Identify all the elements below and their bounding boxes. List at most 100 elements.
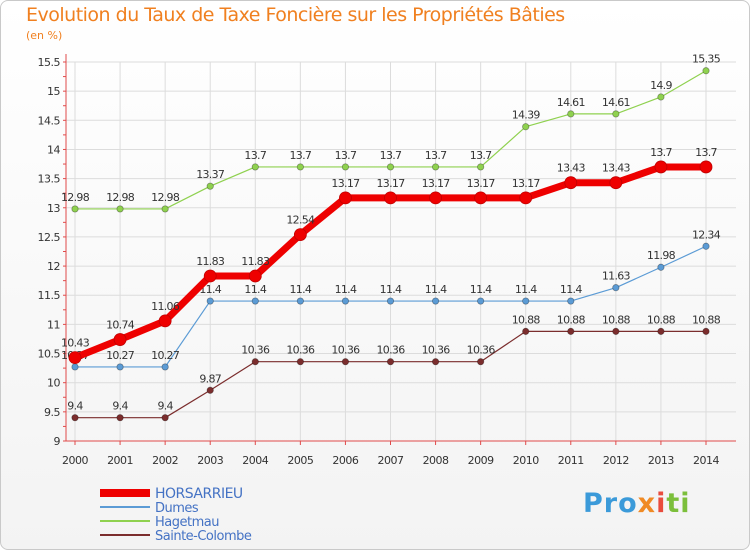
data-label-dumes: 11.98 [647, 249, 676, 262]
y-tick-label: 11 [47, 318, 60, 331]
data-label-dumes: 11.4 [425, 283, 447, 296]
x-tick-label: 2009 [468, 454, 494, 467]
data-label-hagetmau: 12.98 [106, 191, 135, 204]
data-point-sainte-colombe [477, 358, 485, 366]
data-label-hagetmau: 15.35 [692, 53, 721, 66]
data-point-horsarrieu [654, 160, 668, 174]
x-tick-label: 2010 [513, 454, 539, 467]
data-point-sainte-colombe [206, 386, 214, 394]
data-point-hagetmau [206, 182, 214, 190]
data-label-sainte-colombe: 10.88 [557, 313, 586, 326]
data-label-sainte-colombe: 9.87 [199, 372, 221, 385]
data-point-hagetmau [522, 123, 530, 131]
data-label-sainte-colombe: 9.4 [112, 400, 128, 413]
logo-part-4: ti [666, 488, 691, 519]
data-point-horsarrieu [293, 228, 307, 241]
data-point-sainte-colombe [116, 414, 124, 422]
x-tick-label: 2013 [648, 454, 674, 467]
y-tick-label: 13 [47, 202, 60, 215]
data-point-sainte-colombe [431, 358, 440, 366]
data-label-sainte-colombe: 10.36 [377, 344, 406, 357]
data-point-sainte-colombe [71, 414, 79, 422]
data-label-horsarrieu: 13.7 [650, 146, 672, 159]
data-point-horsarrieu [158, 314, 172, 328]
data-point-hagetmau [296, 163, 304, 171]
data-point-dumes [431, 297, 440, 305]
logo-part-3: i [656, 488, 667, 519]
data-label-hagetmau: 14.61 [557, 96, 585, 109]
data-label-horsarrieu: 11.83 [241, 255, 270, 268]
data-label-dumes: 11.4 [290, 283, 312, 296]
legend-label-dumes: Dumes [155, 501, 199, 516]
data-point-sainte-colombe [567, 327, 575, 335]
data-label-hagetmau: 13.7 [244, 149, 266, 162]
data-label-horsarrieu: 13.7 [695, 146, 717, 159]
data-label-hagetmau: 14.61 [602, 96, 630, 109]
x-tick-label: 2006 [332, 454, 358, 467]
data-point-dumes [71, 363, 79, 371]
x-tick-label: 2008 [423, 454, 449, 467]
data-point-hagetmau [702, 67, 710, 75]
data-point-dumes [251, 297, 259, 305]
data-label-dumes: 11.4 [470, 283, 492, 296]
data-point-dumes [161, 363, 169, 371]
data-point-dumes [657, 263, 665, 271]
data-label-hagetmau: 13.7 [290, 149, 312, 162]
data-point-sainte-colombe [657, 327, 665, 335]
data-point-horsarrieu [68, 351, 82, 365]
data-label-hagetmau: 13.7 [380, 149, 402, 162]
data-point-horsarrieu [339, 191, 352, 205]
data-point-horsarrieu [429, 191, 442, 205]
y-tick-label: 14.5 [38, 114, 61, 127]
data-label-hagetmau: 14.39 [512, 109, 541, 122]
y-tick-label: 10 [47, 377, 60, 390]
x-tick-label: 2007 [378, 454, 404, 467]
data-label-horsarrieu: 13.17 [377, 177, 406, 190]
x-tick-label: 2002 [152, 454, 178, 467]
data-point-horsarrieu [113, 333, 127, 346]
data-label-dumes: 11.4 [335, 283, 357, 296]
data-label-hagetmau: 12.98 [61, 191, 90, 204]
legend-label-horsarrieu: HORSARRIEU [155, 486, 243, 502]
data-label-horsarrieu: 13.43 [602, 162, 631, 175]
data-label-hagetmau: 13.7 [470, 149, 492, 162]
data-label-dumes: 11.4 [515, 283, 537, 296]
legend-label-hagetmau: Hagetmau [155, 515, 219, 530]
x-tick-label: 2003 [197, 454, 223, 467]
data-point-dumes [206, 297, 214, 305]
data-point-sainte-colombe [341, 358, 350, 366]
data-point-horsarrieu [474, 191, 488, 205]
data-point-dumes [341, 297, 350, 305]
x-tick-label: 2011 [558, 454, 584, 467]
data-label-horsarrieu: 11.06 [151, 300, 180, 313]
data-label-dumes: 11.4 [560, 283, 582, 296]
y-tick-label: 12.5 [38, 231, 61, 244]
data-label-sainte-colombe: 10.36 [331, 344, 360, 357]
y-tick-label: 12 [47, 260, 60, 273]
x-tick-label: 2005 [287, 454, 313, 467]
logo-part-1: Pro [583, 488, 638, 519]
y-tick-label: 14 [47, 143, 60, 156]
data-point-hagetmau [612, 110, 620, 118]
data-point-horsarrieu [248, 269, 262, 283]
x-tick-label: 2000 [62, 454, 88, 467]
data-point-dumes [386, 297, 395, 305]
data-label-sainte-colombe: 10.88 [602, 313, 631, 326]
data-point-dumes [116, 363, 124, 371]
x-tick-label: 2012 [603, 454, 629, 467]
legend-label-sainte-colombe: Sainte-Colombe [155, 529, 252, 544]
data-label-hagetmau: 13.37 [196, 168, 225, 181]
data-point-dumes [612, 284, 620, 292]
x-tick-label: 2001 [107, 454, 133, 467]
data-point-hagetmau [431, 163, 440, 171]
data-label-sainte-colombe: 10.88 [692, 313, 721, 326]
data-label-dumes: 11.4 [199, 283, 221, 296]
data-point-hagetmau [71, 205, 79, 213]
data-label-horsarrieu: 11.83 [196, 255, 225, 268]
data-label-sainte-colombe: 9.4 [67, 400, 83, 413]
data-label-horsarrieu: 12.54 [286, 214, 315, 227]
data-point-hagetmau [251, 163, 259, 171]
data-label-sainte-colombe: 10.36 [422, 344, 451, 357]
